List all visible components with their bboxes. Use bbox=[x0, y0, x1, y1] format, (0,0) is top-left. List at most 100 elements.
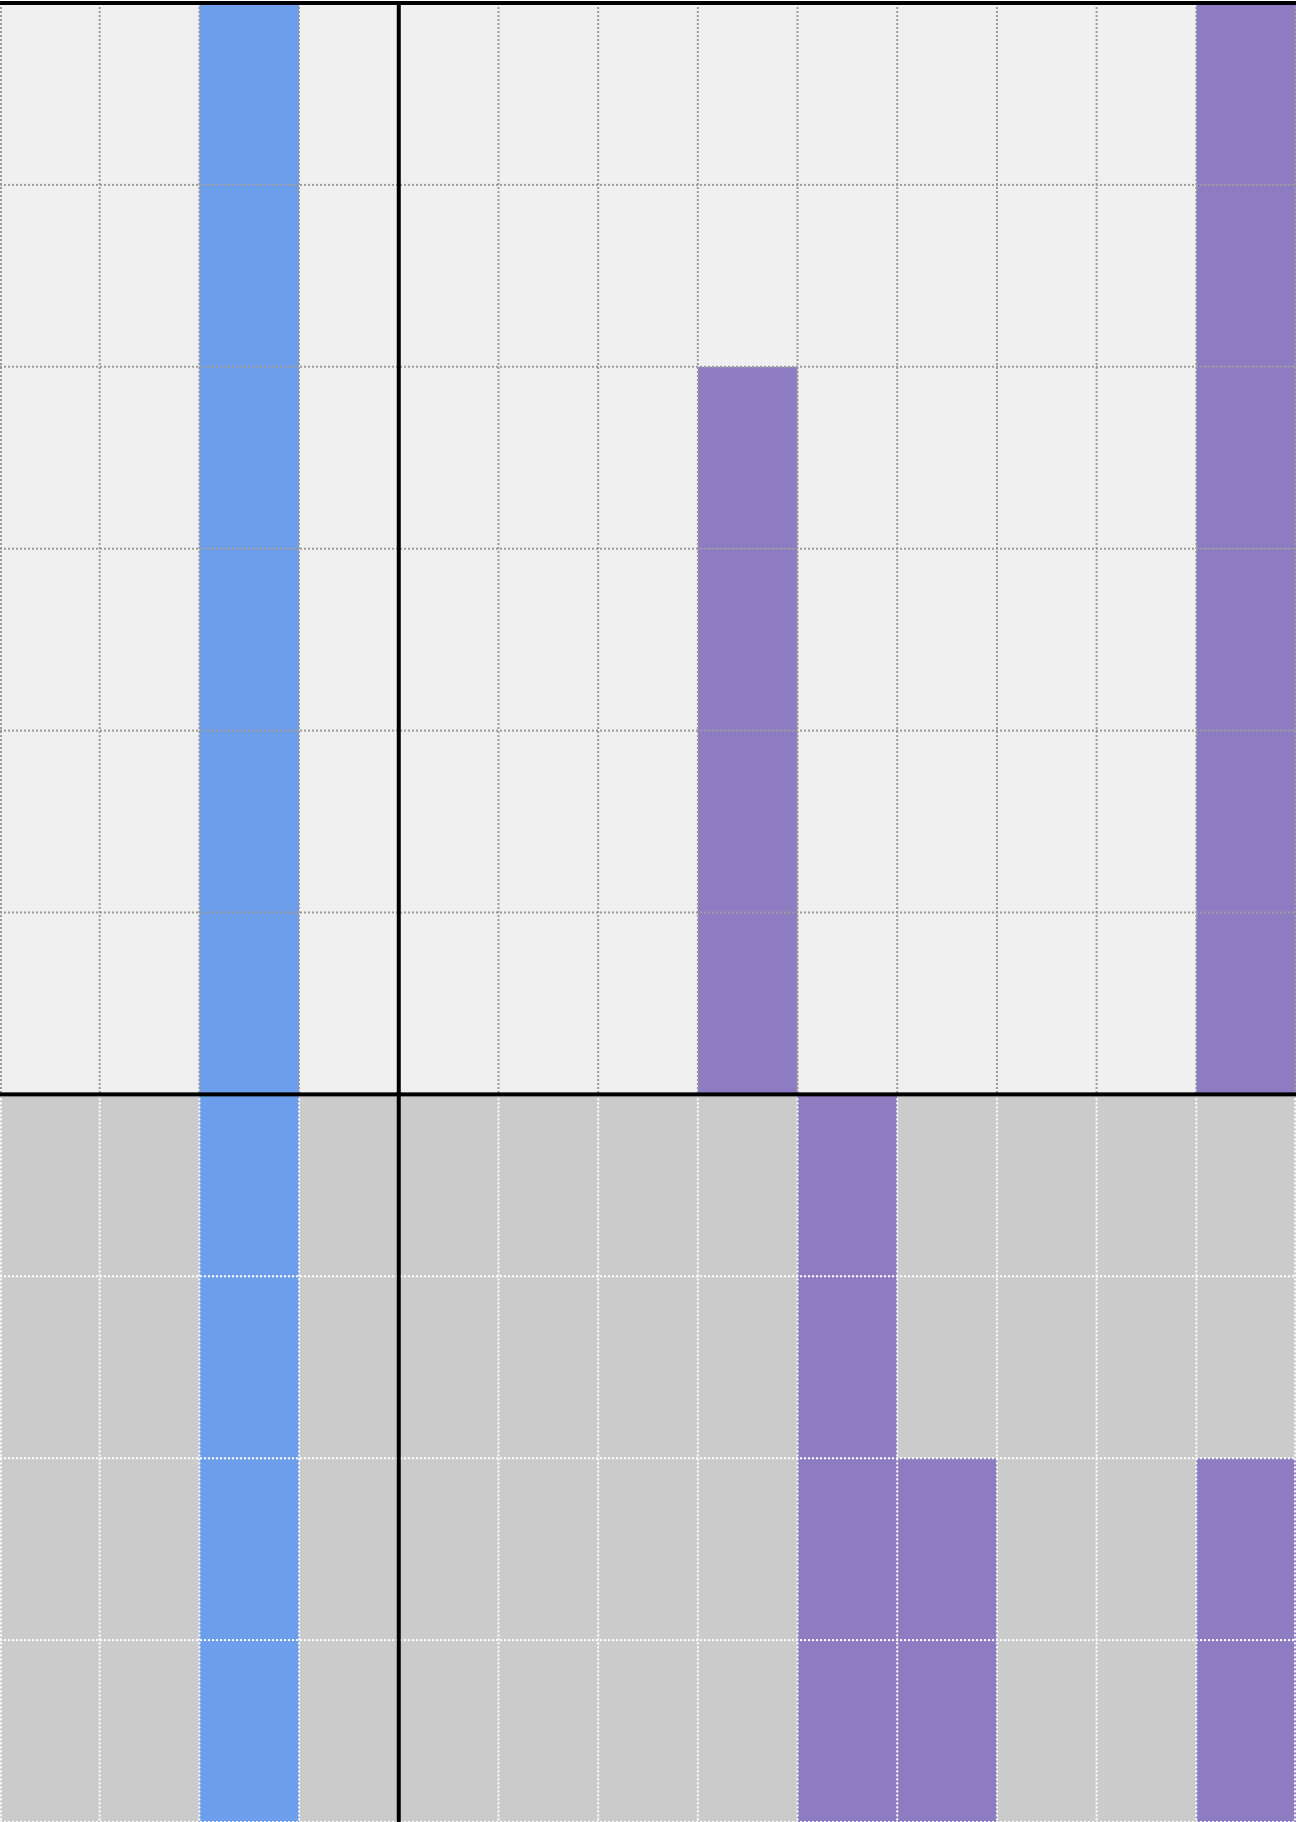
cell bbox=[598, 730, 698, 913]
cell bbox=[797, 1276, 898, 1459]
cell bbox=[897, 1640, 997, 1822]
cell bbox=[697, 912, 798, 1095]
cell bbox=[697, 184, 798, 367]
cell bbox=[99, 1458, 200, 1641]
cell bbox=[897, 184, 997, 367]
cell bbox=[797, 184, 898, 367]
cell bbox=[897, 548, 997, 731]
cell bbox=[0, 912, 100, 1095]
cell bbox=[498, 1094, 599, 1277]
cell bbox=[797, 1094, 898, 1277]
cell bbox=[797, 1640, 898, 1822]
cell bbox=[199, 366, 300, 549]
cell bbox=[398, 366, 499, 549]
cell bbox=[199, 730, 300, 913]
cell bbox=[897, 912, 997, 1095]
cell bbox=[797, 3, 898, 185]
cell bbox=[1196, 1458, 1296, 1641]
cell bbox=[697, 366, 798, 549]
cell bbox=[199, 1640, 300, 1822]
cell bbox=[697, 1094, 798, 1277]
cell bbox=[697, 1640, 798, 1822]
cell bbox=[1196, 1276, 1296, 1459]
cell bbox=[897, 366, 997, 549]
cell bbox=[398, 730, 499, 913]
cell bbox=[0, 184, 100, 367]
cell bbox=[398, 184, 499, 367]
cell bbox=[99, 366, 200, 549]
cell bbox=[697, 730, 798, 913]
cell bbox=[498, 1276, 599, 1459]
cell bbox=[996, 1094, 1097, 1277]
cell bbox=[99, 184, 200, 367]
cell bbox=[996, 184, 1097, 367]
cell bbox=[398, 1458, 499, 1641]
cell bbox=[697, 1458, 798, 1641]
cell bbox=[996, 548, 1097, 731]
cell bbox=[897, 1276, 997, 1459]
cell bbox=[398, 3, 499, 185]
cell bbox=[99, 548, 200, 731]
cell bbox=[897, 1458, 997, 1641]
cell bbox=[498, 366, 599, 549]
cell bbox=[498, 184, 599, 367]
cell bbox=[797, 366, 898, 549]
cell bbox=[299, 3, 399, 185]
cell bbox=[996, 730, 1097, 913]
cell bbox=[598, 366, 698, 549]
cell bbox=[1196, 912, 1296, 1095]
cell bbox=[897, 1094, 997, 1277]
cell bbox=[1096, 548, 1197, 731]
cell bbox=[299, 1458, 399, 1641]
cell bbox=[598, 1094, 698, 1277]
cell bbox=[1196, 3, 1296, 185]
cell bbox=[897, 730, 997, 913]
cell bbox=[398, 548, 499, 731]
cell bbox=[498, 1640, 599, 1822]
cell bbox=[199, 1458, 300, 1641]
cell bbox=[1096, 366, 1197, 549]
cell bbox=[0, 1094, 100, 1277]
cell bbox=[697, 3, 798, 185]
cell bbox=[1196, 730, 1296, 913]
cell bbox=[0, 1276, 100, 1459]
cell bbox=[99, 3, 200, 185]
cell bbox=[897, 3, 997, 185]
cell bbox=[99, 1276, 200, 1459]
cell bbox=[299, 1640, 399, 1822]
cell bbox=[1196, 184, 1296, 367]
cell bbox=[398, 1094, 499, 1277]
cell bbox=[299, 1276, 399, 1459]
cell bbox=[498, 730, 599, 913]
cell bbox=[1196, 1640, 1296, 1822]
cell bbox=[1096, 730, 1197, 913]
cell bbox=[1196, 366, 1296, 549]
cell bbox=[598, 184, 698, 367]
cell bbox=[199, 548, 300, 731]
cell bbox=[299, 366, 399, 549]
cell bbox=[1196, 1094, 1296, 1277]
cell bbox=[0, 3, 100, 185]
cell bbox=[697, 548, 798, 731]
cell bbox=[1196, 548, 1296, 731]
cell bbox=[797, 730, 898, 913]
cell bbox=[598, 912, 698, 1095]
cell bbox=[398, 1276, 499, 1459]
cell bbox=[697, 1276, 798, 1459]
cell bbox=[199, 1094, 300, 1277]
cell bbox=[598, 548, 698, 731]
cell bbox=[199, 3, 300, 185]
cell bbox=[996, 366, 1097, 549]
cell bbox=[99, 1094, 200, 1277]
cell bbox=[1096, 1094, 1197, 1277]
cell bbox=[598, 1458, 698, 1641]
cell bbox=[299, 1094, 399, 1277]
cell bbox=[299, 548, 399, 731]
cell bbox=[0, 1458, 100, 1641]
cell bbox=[996, 912, 1097, 1095]
cell bbox=[797, 912, 898, 1095]
cell bbox=[797, 1458, 898, 1641]
cell bbox=[0, 1640, 100, 1822]
